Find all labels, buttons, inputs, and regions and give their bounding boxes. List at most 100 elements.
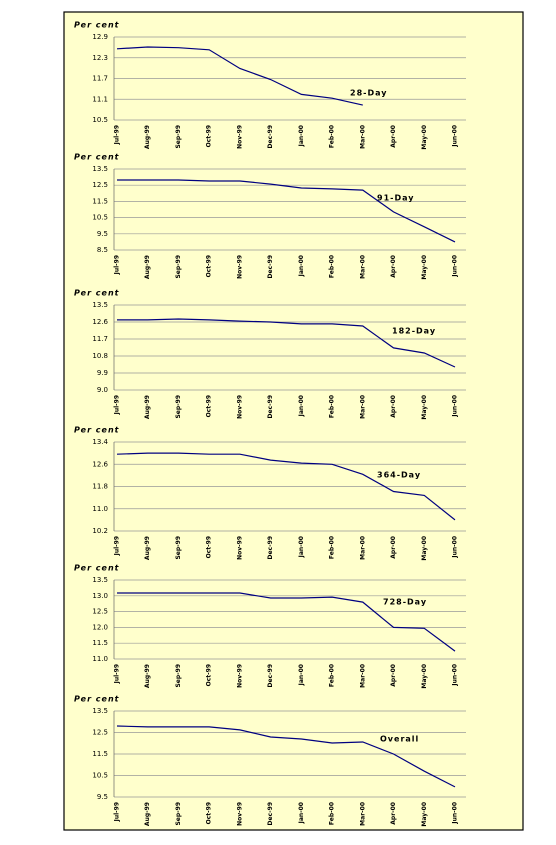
- y-tick-label: 12.3: [92, 54, 108, 62]
- x-tick-label: Mar-00: [359, 664, 366, 688]
- x-tick-label: Nov-99: [236, 536, 243, 560]
- y-tick-label: 11.8: [92, 483, 108, 491]
- y-tick-label: 10.5: [92, 214, 108, 222]
- y-axis-label: Per cent: [74, 564, 120, 573]
- x-tick-label: Aug-99: [144, 255, 151, 279]
- x-tick-label: Nov-99: [236, 255, 243, 279]
- y-tick-label: 12.6: [92, 318, 108, 326]
- x-tick-label: Sep-99: [175, 255, 182, 279]
- data-line: [116, 46, 363, 106]
- x-tick-label: Jun-00: [452, 395, 459, 418]
- background-panel: [63, 11, 524, 831]
- series-label: 91-Day: [377, 194, 414, 203]
- y-tick-label: 9.9: [97, 369, 108, 377]
- x-tick-label: Aug-99: [144, 536, 151, 560]
- y-tick-label: 10.5: [92, 772, 108, 780]
- x-tick-label: May-00: [421, 255, 428, 280]
- y-tick-label: 8.5: [97, 246, 108, 254]
- y-tick-label: 11.7: [92, 335, 108, 343]
- series-label: Overall: [380, 735, 419, 744]
- y-tick-label: 12.9: [92, 33, 108, 41]
- x-tick-label: Nov-99: [236, 395, 243, 419]
- x-tick-label: Nov-99: [236, 802, 243, 826]
- x-tick-label: Nov-99: [236, 125, 243, 149]
- y-tick-label: 10.5: [92, 116, 108, 124]
- x-tick-label: Feb-00: [329, 664, 336, 687]
- y-tick-label: 11.0: [92, 505, 108, 513]
- x-tick-label: Jun-00: [452, 536, 459, 559]
- x-tick-label: Jul-99: [114, 255, 121, 275]
- x-tick-label: Dec-99: [267, 255, 274, 278]
- y-axis-label: Per cent: [74, 21, 120, 30]
- x-tick-label: Oct-99: [206, 664, 213, 686]
- x-tick-label: May-00: [421, 802, 428, 827]
- x-tick-label: Oct-99: [206, 536, 213, 558]
- y-tick-label: 9.5: [97, 230, 108, 238]
- x-tick-label: Jan-00: [298, 536, 305, 558]
- x-tick-label: Sep-99: [175, 536, 182, 560]
- x-tick-label: Mar-00: [359, 255, 366, 279]
- x-tick-label: Jun-00: [452, 255, 459, 278]
- data-line: [117, 318, 456, 368]
- x-tick-label: May-00: [421, 536, 428, 561]
- x-tick-label: Jun-00: [452, 125, 459, 148]
- y-tick-label: 9.0: [97, 386, 108, 394]
- x-tick-label: Sep-99: [175, 802, 182, 826]
- series-label: 182-Day: [392, 327, 436, 336]
- x-tick-label: Nov-99: [236, 664, 243, 688]
- x-tick-label: Jan-00: [298, 125, 305, 147]
- x-tick-label: Jan-00: [298, 395, 305, 417]
- data-line: [116, 452, 456, 521]
- y-tick-label: 10.8: [92, 352, 108, 360]
- y-tick-label: 12.5: [92, 181, 108, 189]
- y-tick-label: 13.4: [92, 438, 108, 446]
- x-tick-label: Oct-99: [206, 125, 213, 147]
- x-tick-label: Dec-99: [267, 125, 274, 148]
- x-tick-label: Jan-00: [298, 664, 305, 686]
- data-line: [117, 179, 456, 243]
- x-tick-label: Feb-00: [329, 395, 336, 418]
- x-tick-label: Aug-99: [144, 802, 151, 826]
- x-tick-label: Mar-00: [359, 125, 366, 149]
- x-tick-label: Feb-00: [329, 125, 336, 148]
- x-tick-label: Apr-00: [390, 125, 397, 148]
- x-tick-label: Jul-99: [114, 664, 121, 684]
- x-tick-label: Sep-99: [175, 664, 182, 688]
- x-tick-label: Jan-00: [298, 802, 305, 824]
- x-tick-label: May-00: [421, 125, 428, 150]
- x-tick-label: Jul-99: [114, 125, 121, 145]
- x-tick-label: Apr-00: [390, 664, 397, 687]
- x-tick-label: Dec-99: [267, 536, 274, 559]
- y-axis-label: Per cent: [74, 153, 120, 162]
- y-tick-label: 11.5: [92, 750, 108, 758]
- x-tick-label: Feb-00: [329, 255, 336, 278]
- y-axis-label: Per cent: [74, 695, 120, 704]
- y-tick-label: 10.2: [92, 527, 108, 535]
- x-tick-label: Feb-00: [329, 536, 336, 559]
- series-label: 28-Day: [350, 89, 387, 98]
- x-tick-label: Apr-00: [390, 536, 397, 559]
- x-tick-label: Jul-99: [114, 395, 121, 415]
- y-tick-label: 13.0: [92, 592, 108, 600]
- x-tick-label: Oct-99: [206, 395, 213, 417]
- x-tick-label: Aug-99: [144, 664, 151, 688]
- x-tick-label: May-00: [421, 395, 428, 420]
- y-tick-label: 11.5: [92, 197, 108, 205]
- series-label: 728-Day: [383, 598, 427, 607]
- y-tick-label: 11.7: [92, 75, 108, 83]
- x-tick-label: Sep-99: [175, 395, 182, 419]
- x-tick-label: Jul-99: [114, 802, 121, 822]
- x-tick-label: May-00: [421, 664, 428, 689]
- y-tick-label: 12.5: [92, 608, 108, 616]
- x-tick-label: Dec-99: [267, 395, 274, 418]
- data-line: [116, 725, 456, 788]
- y-tick-label: 13.5: [92, 165, 108, 173]
- x-tick-label: Mar-00: [359, 536, 366, 560]
- x-tick-label: Oct-99: [206, 255, 213, 277]
- y-tick-label: 13.5: [92, 576, 108, 584]
- x-tick-label: Apr-00: [390, 255, 397, 278]
- x-tick-label: Dec-99: [267, 664, 274, 687]
- y-tick-label: 11.1: [92, 95, 108, 103]
- x-tick-label: Sep-99: [175, 125, 182, 149]
